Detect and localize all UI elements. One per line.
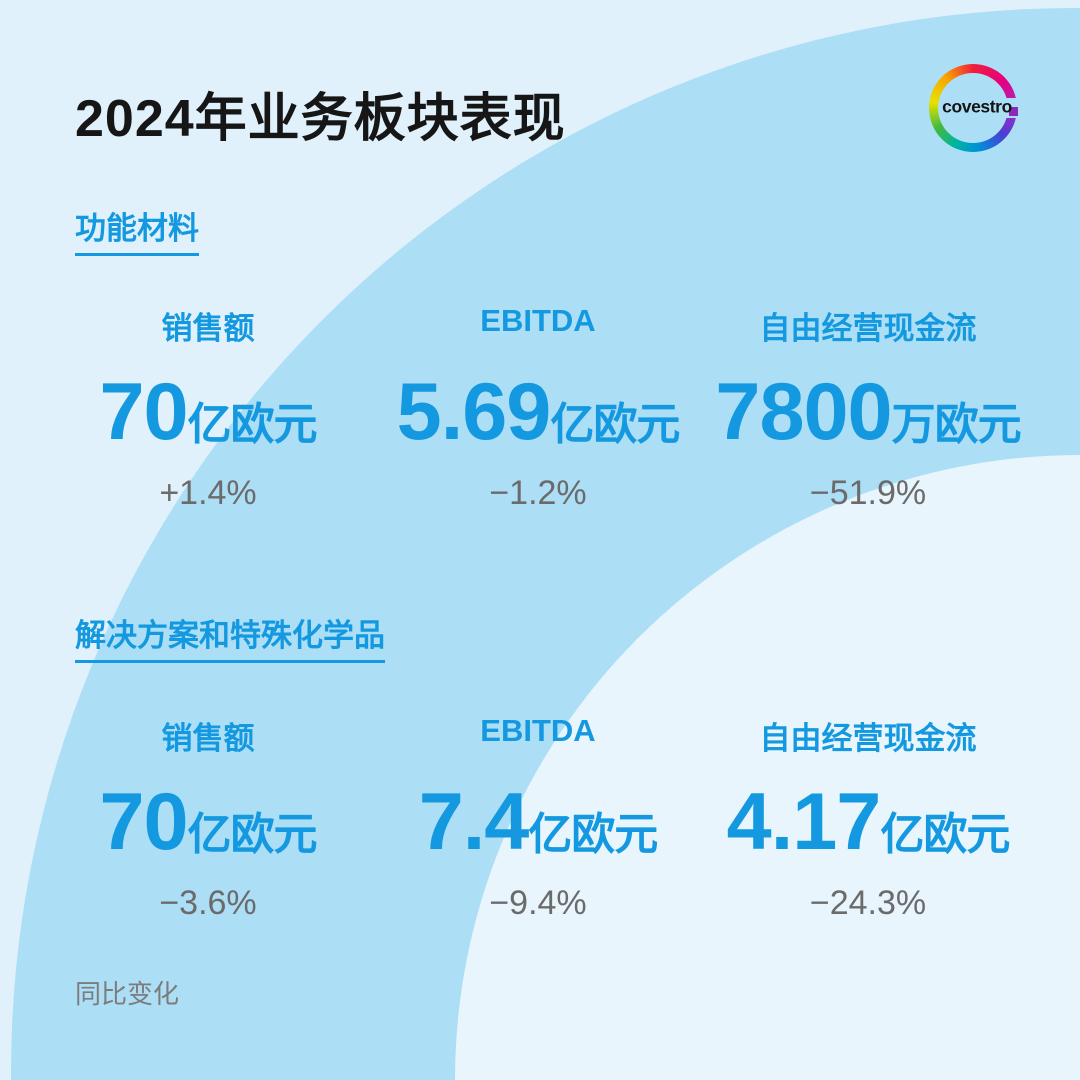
metric-unit: 亿欧元 [187, 400, 318, 449]
metric-unit: 亿欧元 [187, 810, 318, 859]
metric-unit: 亿欧元 [528, 810, 658, 859]
metric-change: −24.3% [809, 884, 927, 922]
metric-change: +1.4% [159, 474, 257, 512]
section-heading-solutions-specialties: 解决方案和特殊化学品 [75, 610, 385, 663]
footnote-yoy-change: 同比变化 [75, 979, 180, 1009]
metric-number: 70 [99, 777, 188, 867]
metric-label: 销售额 [161, 721, 255, 756]
page-title: 2024年业务板块表现 [75, 90, 566, 148]
metric-label: 销售额 [161, 311, 255, 346]
metric-number: 7.4 [418, 777, 530, 867]
metric-label: 自由经营现金流 [759, 311, 977, 346]
metric-change: −3.6% [159, 884, 257, 922]
metric-change: −51.9% [809, 474, 927, 512]
logo-wordmark: covestro [942, 96, 1012, 117]
metric-unit: 亿欧元 [880, 810, 1010, 859]
metric-unit: 万欧元 [891, 400, 1022, 449]
metric-label: 自由经营现金流 [759, 721, 977, 756]
metric-value: 4.17亿欧元 [668, 782, 1068, 863]
metric-value: 70亿欧元 [8, 782, 408, 863]
metric-number: 4.17 [726, 777, 882, 867]
metric-unit: 亿欧元 [550, 400, 680, 449]
section-heading-performance-materials: 功能材料 [75, 203, 199, 256]
metric-value: 5.69亿欧元 [338, 372, 738, 453]
metric-number: 5.69 [396, 367, 552, 457]
metric-label: EBITDA [480, 303, 596, 338]
metric-value: 70亿欧元 [8, 372, 408, 453]
logo-ring-end-square [1009, 107, 1018, 116]
metric-number: 70 [99, 367, 188, 457]
metric-value: 7.4亿欧元 [338, 782, 738, 863]
metric-label: EBITDA [480, 713, 596, 748]
metric-change: −9.4% [489, 884, 587, 922]
metric-number: 7800 [715, 367, 892, 457]
metric-value: 7800万欧元 [668, 372, 1068, 453]
covestro-logo: covestro [929, 64, 1023, 152]
metric-change: −1.2% [489, 474, 587, 512]
